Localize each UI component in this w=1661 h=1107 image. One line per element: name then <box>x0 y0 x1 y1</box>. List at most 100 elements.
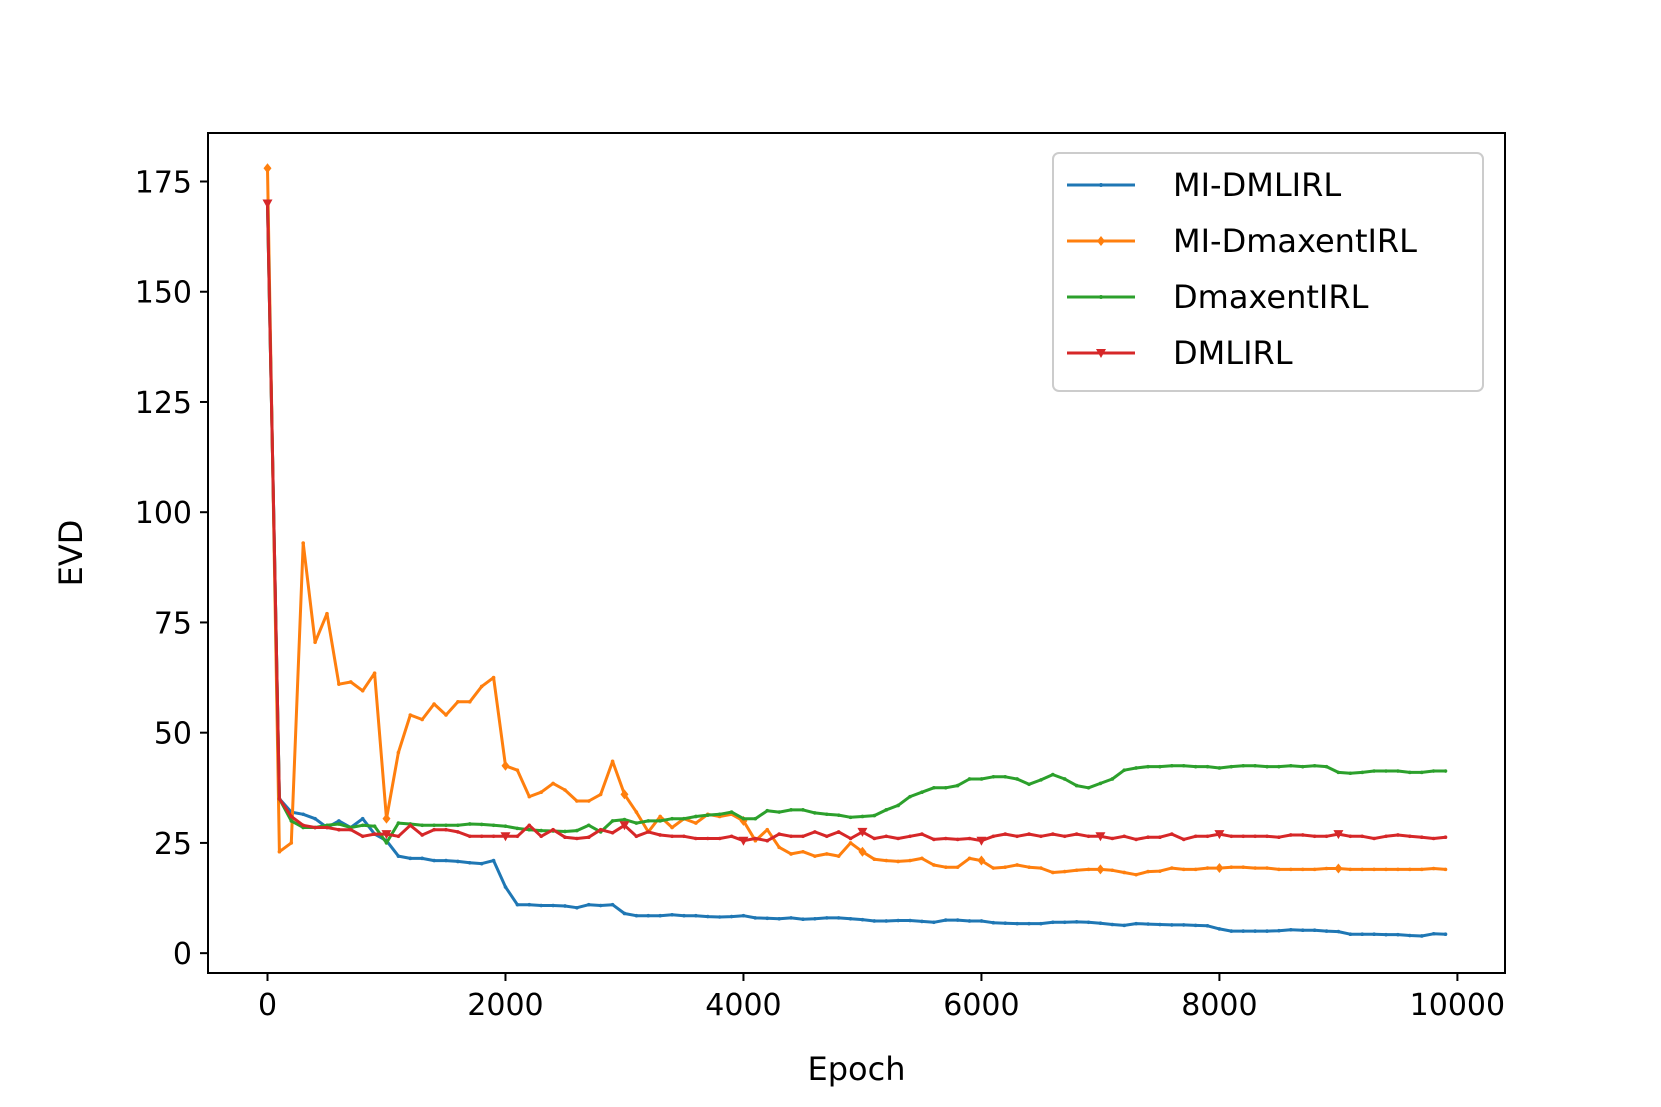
data-point <box>1193 834 1198 839</box>
data-point <box>467 860 472 865</box>
data-point <box>500 832 511 842</box>
y-axis-label: EVD <box>52 520 90 587</box>
data-point <box>289 819 294 823</box>
y-tick-label: 75 <box>154 606 192 641</box>
data-point <box>848 836 853 841</box>
data-point <box>765 916 770 921</box>
data-point <box>313 640 317 645</box>
data-point <box>1277 764 1281 769</box>
data-point <box>1003 865 1008 869</box>
data-point <box>967 919 972 923</box>
data-point <box>1193 764 1198 769</box>
data-point <box>976 836 987 846</box>
legend-item: DMLIRL <box>1067 334 1293 372</box>
data-point <box>1253 866 1257 870</box>
data-point <box>858 846 867 857</box>
legend-item: MI-DMLIRL <box>1067 166 1341 204</box>
data-point <box>1241 834 1246 839</box>
data-point <box>1241 865 1246 869</box>
data-point <box>860 917 865 922</box>
data-point <box>563 835 567 839</box>
data-point <box>670 816 674 821</box>
data-point <box>1193 867 1198 872</box>
data-point <box>337 827 341 832</box>
data-point <box>705 914 710 919</box>
data-point <box>813 854 817 858</box>
data-point <box>1205 866 1210 870</box>
data-point <box>1324 866 1329 871</box>
data-point <box>1181 867 1186 872</box>
data-point <box>1051 920 1055 925</box>
data-point <box>1312 834 1317 839</box>
data-point <box>1277 867 1281 872</box>
data-point <box>515 768 520 772</box>
data-point <box>896 803 900 808</box>
data-point <box>527 823 532 828</box>
data-point <box>575 828 579 833</box>
data-point <box>824 834 829 839</box>
data-point <box>491 834 496 839</box>
data-point <box>444 858 448 863</box>
data-point <box>1015 921 1019 926</box>
data-point <box>301 823 305 828</box>
data-point <box>277 797 282 801</box>
data-point <box>729 834 734 839</box>
data-point <box>586 835 591 839</box>
series-mi-dmlirl <box>265 201 1448 938</box>
data-point <box>1336 929 1341 934</box>
data-point <box>1289 867 1293 872</box>
data-point <box>729 810 734 814</box>
data-point <box>563 788 567 792</box>
data-point <box>932 920 936 925</box>
axes-layer: 0 2000 4000 6000 8000 10000 0 25 50 75 100 125 150 17… <box>135 132 1506 1023</box>
data-point <box>420 856 424 861</box>
data-point <box>1027 782 1031 787</box>
data-point <box>932 837 936 842</box>
data-point <box>372 832 377 836</box>
data-point <box>551 903 555 908</box>
data-point <box>396 821 401 825</box>
legend-label: DMLIRL <box>1173 334 1293 372</box>
data-point <box>1003 832 1008 836</box>
data-point <box>1253 929 1257 933</box>
data-point <box>348 680 353 684</box>
data-point <box>1158 835 1162 839</box>
data-point <box>896 859 900 864</box>
data-point <box>836 854 841 858</box>
data-point <box>1253 763 1257 768</box>
data-point <box>955 783 960 788</box>
data-point <box>1229 929 1234 933</box>
data-point <box>789 916 793 920</box>
data-point <box>991 834 996 839</box>
data-point <box>872 919 877 923</box>
data-point <box>1015 834 1019 839</box>
x-tick-label: 2000 <box>467 988 543 1023</box>
data-point <box>1146 764 1150 769</box>
data-point <box>1431 836 1436 841</box>
data-point <box>563 829 567 834</box>
data-point <box>1217 766 1222 770</box>
data-point <box>1146 869 1150 874</box>
data-point <box>932 863 936 867</box>
data-point <box>955 865 960 869</box>
x-tick-label: 10000 <box>1410 988 1505 1023</box>
data-point <box>360 816 365 821</box>
data-point <box>1181 837 1186 842</box>
data-point <box>1265 866 1269 870</box>
data-point <box>598 903 603 908</box>
data-point <box>539 834 543 839</box>
data-point <box>1384 867 1388 872</box>
data-point <box>610 759 615 764</box>
data-point <box>619 821 630 831</box>
data-point <box>1419 867 1424 872</box>
data-point <box>1158 764 1162 769</box>
data-point <box>1241 763 1246 768</box>
data-point <box>1289 833 1293 837</box>
data-point <box>848 841 853 845</box>
data-point <box>1134 921 1138 926</box>
data-point <box>634 810 639 814</box>
data-point <box>777 810 781 814</box>
data-point <box>741 816 746 821</box>
data-point <box>420 833 424 837</box>
data-point <box>456 859 460 864</box>
